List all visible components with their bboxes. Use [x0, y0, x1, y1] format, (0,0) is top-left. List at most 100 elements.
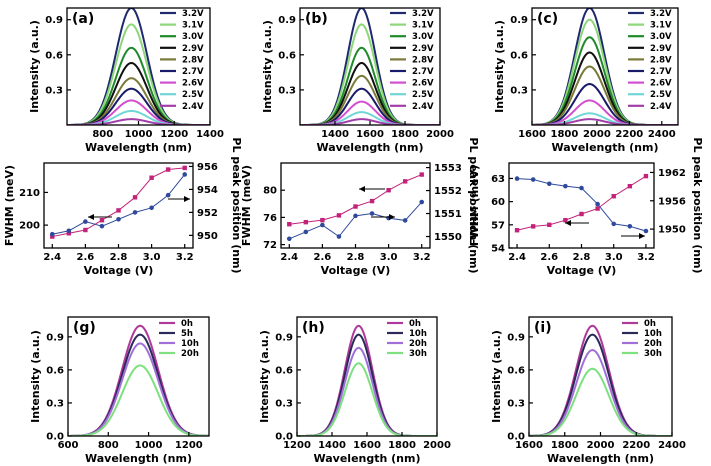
fwhm-point	[627, 183, 633, 189]
series-line-30h	[529, 367, 672, 436]
fwhm-point	[116, 208, 121, 213]
fwhm-line	[52, 167, 185, 238]
y-right-tick-label: 950	[197, 231, 218, 242]
legend-label-3.0V: 3.0V	[182, 32, 204, 42]
fwhm-point	[402, 179, 408, 184]
panel-label: (b)	[305, 11, 328, 27]
y-left-tick-label: 57	[491, 220, 505, 231]
fwhm-point	[182, 165, 187, 171]
legend-label-20h: 20h	[644, 339, 662, 349]
x-tick-label: 2.4	[43, 252, 61, 263]
peak-point	[402, 218, 408, 223]
peak-point	[320, 222, 325, 228]
panel-d: 2.4 2.6 2.8 3.0 3.2 200 210 950 952 954 956 Voltage…	[3, 137, 243, 277]
legend-label-2.5V: 2.5V	[412, 90, 434, 100]
fwhm-point	[50, 234, 55, 239]
legend-label-2.7V: 2.7V	[182, 67, 204, 77]
y-left-tick-label: 80	[263, 186, 277, 197]
y-tick-label: 0.0	[507, 432, 525, 443]
x-tick-label: 600	[58, 440, 79, 451]
peak-point	[132, 210, 138, 215]
x-tick-label: 2.6	[314, 252, 332, 263]
x-axis-label: Wavelength (nm)	[547, 452, 654, 465]
y-axis-label: Intensity (a.u.)	[261, 20, 274, 113]
fwhm-point	[419, 172, 424, 177]
legend-label-20h: 20h	[181, 349, 199, 359]
y-tick-label: 0.6	[278, 50, 296, 61]
y-tick-label: 0.3	[507, 398, 525, 409]
arrow-to-right-axis-head	[389, 214, 395, 220]
plot-frame	[67, 316, 210, 437]
y-right-axis-label: PL peak position (nm)	[691, 137, 704, 273]
legend-label-2.5V: 2.5V	[182, 90, 204, 100]
peak-point	[353, 213, 358, 219]
peak-point	[514, 176, 520, 181]
fwhm-point	[99, 218, 105, 223]
y-right-tick-label: 1962	[658, 168, 686, 179]
legend-label-2.7V: 2.7V	[412, 67, 434, 77]
fwhm-point	[530, 224, 536, 229]
y-tick-label: 0.3	[45, 85, 63, 96]
panel-e: 2.4 2.6 2.8 3.0 3.2 72 76 80 1550 1551 1552 1553 Vol…	[240, 137, 480, 277]
x-axis-label: Wavelength (nm)	[314, 452, 421, 465]
panel-label: (i)	[534, 320, 552, 336]
peak-point	[66, 228, 72, 234]
panel-i: 1600 1800 2000 2200 2400 0.0 0.3 0.6 0.9 Waveleng…	[490, 316, 686, 465]
legend-label-3.1V: 3.1V	[412, 21, 434, 31]
y-tick-label: 0.3	[278, 85, 296, 96]
fwhm-point	[66, 231, 72, 236]
fwhm-point	[611, 194, 616, 199]
peak-point	[165, 192, 171, 198]
y-tick-label: 0.3	[46, 398, 64, 409]
peak-point	[49, 231, 55, 237]
y-right-tick-label: 1552	[434, 186, 462, 197]
y-tick-label: 0.9	[45, 15, 63, 26]
y-axis-label: Intensity (a.u.)	[29, 330, 42, 423]
y-left-axis-label: FWHM (meV)	[240, 165, 253, 246]
fwhm-point	[303, 219, 309, 225]
peak-point	[546, 181, 552, 187]
x-tick-label: 800	[92, 129, 113, 140]
arrow-to-left-axis-head	[88, 214, 94, 220]
x-tick-label: 1600	[353, 440, 381, 451]
peak-line	[52, 174, 186, 235]
legend-label-2.6V: 2.6V	[412, 79, 434, 89]
x-tick-label: 1600	[356, 129, 384, 140]
series-line-2.7V	[532, 83, 678, 125]
y-right-tick-label: 1551	[434, 209, 462, 220]
plot-frame	[508, 162, 655, 249]
fwhm-point	[386, 188, 391, 193]
y-tick-label: 0.3	[510, 85, 528, 96]
y-right-tick-label: 1950	[658, 225, 686, 236]
x-tick-label: 1400	[196, 129, 224, 140]
x-tick-label: 2.8	[573, 252, 591, 263]
fwhm-point	[83, 227, 88, 233]
x-tick-label: 3.0	[380, 252, 398, 263]
y-tick-label: 0.0	[46, 432, 64, 443]
x-axis-label: Voltage (V)	[547, 264, 617, 277]
fwhm-point	[579, 211, 584, 217]
peak-point	[83, 219, 88, 224]
x-tick-label: 2.4	[508, 252, 526, 263]
y-left-tick-label: 60	[491, 197, 505, 208]
fwhm-point	[595, 206, 600, 211]
y-right-tick-label: 952	[197, 208, 218, 219]
peak-point	[286, 236, 292, 242]
legend-label-2.8V: 2.8V	[650, 55, 672, 65]
y-tick-label: 0.6	[275, 365, 293, 376]
y-tick-label: 0.9	[507, 332, 525, 343]
legend-label-2.9V: 2.9V	[650, 44, 672, 54]
y-right-tick-label: 954	[197, 185, 218, 196]
legend-label-2.6V: 2.6V	[182, 79, 204, 89]
peak-point	[530, 177, 536, 182]
y-left-tick-label: 54	[491, 244, 505, 255]
x-tick-label: 1000	[125, 129, 153, 140]
fwhm-point	[514, 228, 520, 233]
legend-label-30h: 30h	[644, 349, 662, 359]
panel-label: (a)	[72, 11, 94, 27]
legend-label-2.4V: 2.4V	[650, 102, 672, 112]
y-right-tick-label: 1553	[434, 163, 462, 174]
panel-f: 2.4 2.6 2.8 3.0 3.2 54 57 60 63 1950 1956 1962 Volta…	[468, 137, 704, 277]
x-axis-label: Wavelength (nm)	[552, 141, 659, 154]
